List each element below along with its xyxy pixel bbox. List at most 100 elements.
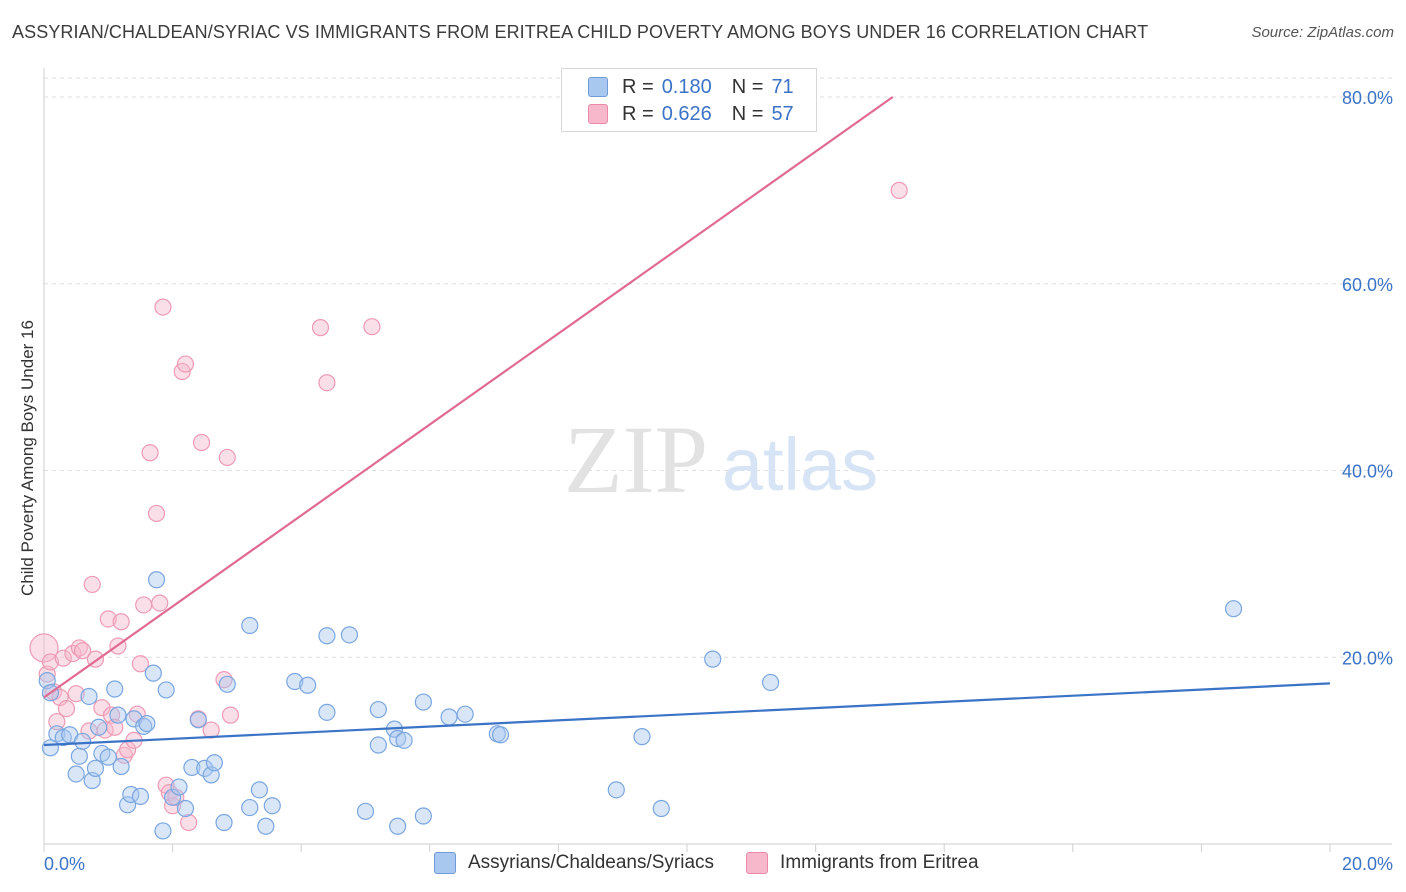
data-point [389,817,407,835]
data-point [414,693,432,711]
data-point [80,687,98,706]
data-point [154,822,172,840]
tick-labels: 20.0% 40.0% 60.0% 80.0% 0.0% 20.0% [44,88,1393,874]
data-point [318,374,336,392]
trend-line-eritrea [43,96,894,699]
data-point [633,728,651,746]
data-point [154,298,172,316]
bottom-legend-swatch-eritrea [746,852,769,874]
bottom-legend-label-eritrea: Immigrants from Eritrea [780,852,979,873]
legend-r-value: 0.626 [661,102,712,125]
bottom-legend: Assyrians/Chaldeans/Syriacs Immigrants f… [434,852,1011,874]
data-point [340,626,359,644]
y-tick-label: 20.0% [1342,648,1393,668]
data-point [29,633,59,663]
data-point [180,813,198,832]
data-point [440,708,458,726]
data-point [189,711,207,729]
legend-swatch-eritrea [588,104,608,124]
data-point [164,788,182,806]
legend-r-label: R = [622,75,654,98]
legend-n-value: 71 [771,75,794,98]
data-point [99,748,117,766]
legend-n-label: N = [731,75,764,98]
data-point [652,799,670,818]
legend-n-label: N = [731,102,764,125]
data-point [890,181,908,199]
data-point [131,787,150,805]
data-point [112,613,130,631]
data-point [67,765,85,783]
data-point [414,807,432,825]
data-point [151,594,169,612]
data-point [215,671,233,689]
data-point [363,318,381,336]
data-point [250,781,269,799]
data-point [176,355,195,373]
data-point [86,759,105,777]
data-point [147,504,166,523]
watermark-atlas: atlas [722,423,878,506]
data-point [138,714,156,733]
y-tick-label: 60.0% [1342,275,1393,295]
series-assyrian-points [38,571,1243,840]
data-point [456,705,474,723]
data-point [286,672,304,691]
data-point [318,627,336,645]
data-point [257,817,275,835]
data-point [761,673,780,692]
bottom-legend-assyrian: Assyrians/Chaldeans/Syriacs [434,852,714,874]
data-point [299,676,317,694]
data-point [118,796,137,814]
data-point [54,649,72,667]
data-point [192,433,211,452]
watermark: ZIP atlas [564,406,878,513]
data-point [157,681,175,699]
legend-row-eritrea: R = 0.626 N = 57 [588,102,794,126]
chart-title: ASSYRIAN/CHALDEAN/SYRIAC VS IMMIGRANTS F… [12,22,1149,42]
bottom-legend-label-assyrian: Assyrians/Chaldeans/Syriacs [468,852,715,873]
data-point [67,685,85,703]
legend: R = 0.180 N = 71 R = 0.626 N = 57 [561,68,817,132]
data-point [73,732,92,750]
gridlines [44,77,1392,658]
y-tick-label: 40.0% [1342,462,1393,482]
data-point [311,319,330,337]
data-point [389,729,407,748]
watermark-zip: ZIP [564,406,708,513]
legend-n-value: 57 [771,102,794,125]
data-point [369,736,387,754]
legend-swatch-assyrian [588,77,608,97]
data-point [57,700,76,718]
trend-line-assyrian [43,682,1331,747]
data-point [170,778,188,796]
data-point [241,798,259,817]
data-point [491,726,510,744]
data-point [135,596,153,614]
data-point [263,797,281,815]
data-point [41,653,60,671]
data-point [218,675,236,693]
data-point [241,616,259,635]
axes [43,68,1392,852]
data-point [135,717,153,735]
data-point [106,680,124,698]
data-point [218,448,236,467]
data-point [318,703,336,721]
source-label: Source: ZipAtlas.com [1251,24,1394,41]
legend-row-assyrian: R = 0.180 N = 71 [588,75,794,99]
bottom-legend-eritrea: Immigrants from Eritrea [746,852,979,874]
legend-r-label: R = [622,102,654,125]
data-point [83,575,101,594]
data-point [141,444,159,462]
data-point [215,813,233,832]
data-point [221,706,240,724]
data-point [131,655,150,673]
data-point [112,757,130,776]
legend-r-value: 0.180 [661,75,712,98]
data-point [205,754,223,772]
data-point [176,799,195,818]
data-point [196,759,214,777]
data-point [70,639,88,657]
